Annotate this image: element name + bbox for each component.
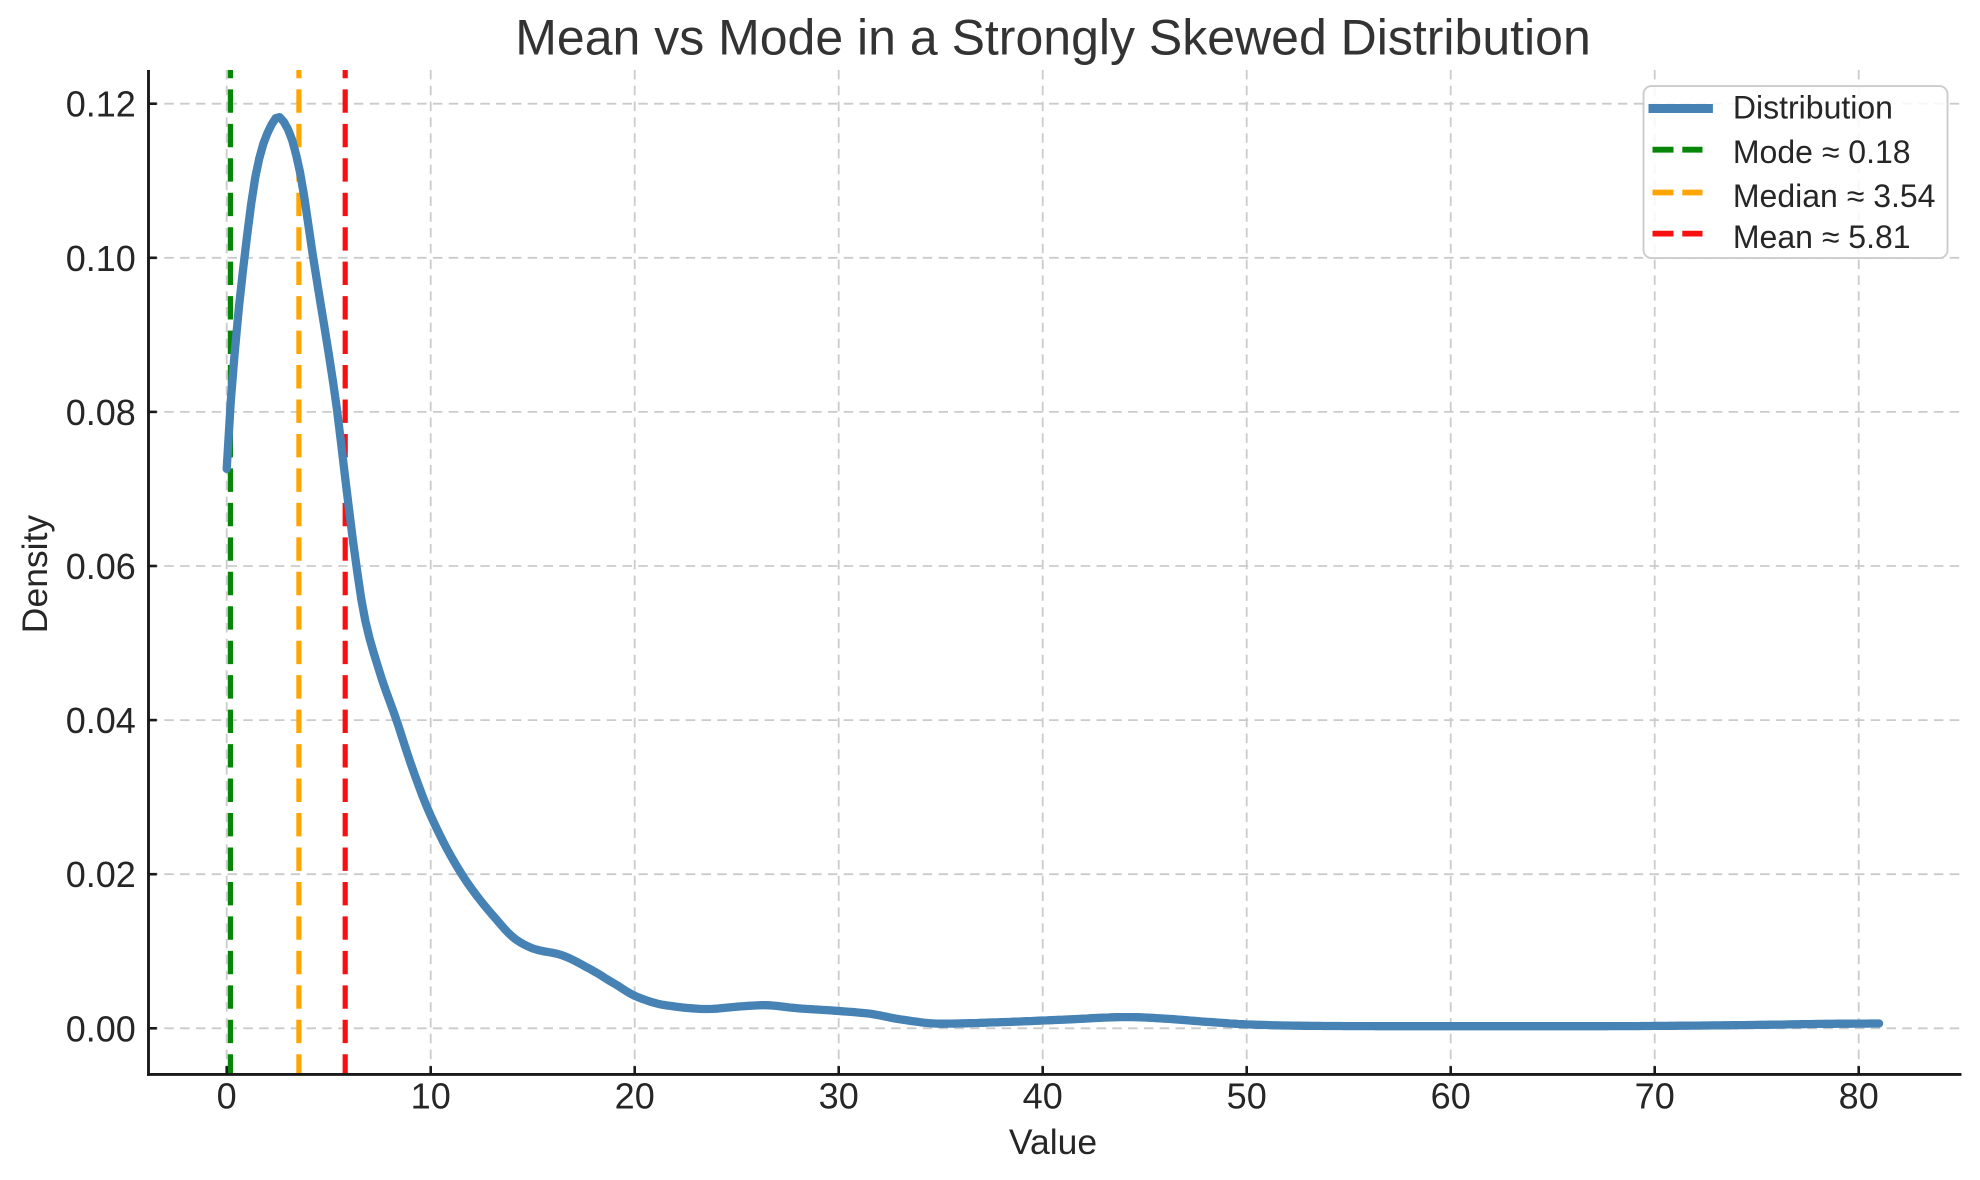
- svg-text:50: 50: [1227, 1076, 1267, 1117]
- svg-text:0.08: 0.08: [66, 392, 136, 433]
- svg-text:10: 10: [411, 1076, 451, 1117]
- svg-text:70: 70: [1635, 1076, 1675, 1117]
- svg-text:60: 60: [1431, 1076, 1471, 1117]
- svg-text:Distribution: Distribution: [1733, 90, 1893, 126]
- svg-text:0.12: 0.12: [66, 84, 136, 125]
- svg-text:Density: Density: [15, 515, 55, 634]
- svg-text:0: 0: [217, 1076, 237, 1117]
- svg-text:Value: Value: [1009, 1122, 1097, 1162]
- svg-text:0.02: 0.02: [66, 854, 136, 895]
- svg-text:Mean vs Mode in a Strongly Ske: Mean vs Mode in a Strongly Skewed Distri…: [515, 10, 1591, 66]
- svg-text:Mode ≈ 0.18: Mode ≈ 0.18: [1733, 134, 1911, 170]
- svg-text:30: 30: [819, 1076, 859, 1117]
- svg-text:0.04: 0.04: [66, 700, 136, 741]
- svg-text:0.00: 0.00: [66, 1008, 136, 1049]
- svg-text:80: 80: [1839, 1076, 1879, 1117]
- svg-text:20: 20: [615, 1076, 655, 1117]
- svg-text:0.10: 0.10: [66, 238, 136, 279]
- svg-text:Mean ≈ 5.81: Mean ≈ 5.81: [1733, 219, 1911, 255]
- svg-text:0.06: 0.06: [66, 546, 136, 587]
- svg-text:Median ≈ 3.54: Median ≈ 3.54: [1733, 178, 1936, 214]
- svg-text:40: 40: [1023, 1076, 1063, 1117]
